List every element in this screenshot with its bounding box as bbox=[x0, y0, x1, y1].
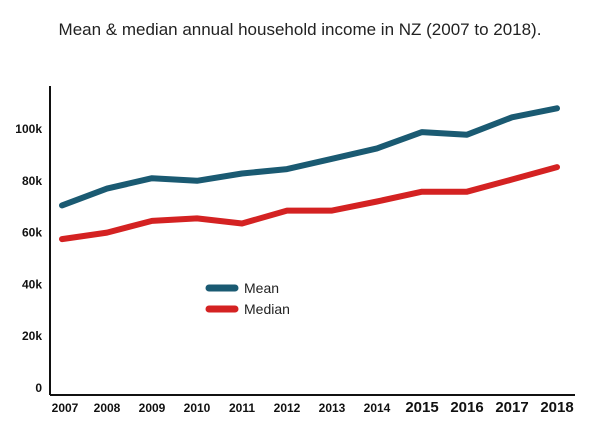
y-tick-label: 0 bbox=[35, 381, 42, 395]
x-tick-label: 2012 bbox=[274, 401, 301, 415]
y-tick-label: 20k bbox=[22, 329, 42, 343]
y-tick-label: 40k bbox=[22, 277, 42, 291]
chart-title: Mean & median annual household income in… bbox=[58, 20, 542, 39]
x-tick-label: 2013 bbox=[319, 401, 346, 415]
y-tick-labels: 0 20k 40k 60k 80k 100k bbox=[15, 122, 42, 395]
x-tick-label: 2010 bbox=[184, 401, 211, 415]
x-tick-label: 2018 bbox=[540, 399, 573, 416]
y-tick-label: 100k bbox=[15, 122, 42, 136]
series-lines bbox=[59, 105, 560, 243]
x-tick-label: 2008 bbox=[94, 401, 121, 415]
series-line-mean bbox=[59, 105, 560, 209]
x-tick-label: 2016 bbox=[450, 399, 483, 416]
x-tick-label: 2007 bbox=[52, 401, 79, 415]
y-tick-label: 60k bbox=[22, 226, 42, 240]
x-tick-labels: 2007 2008 2009 2010 2011 2012 2013 2014 2015 2016… bbox=[52, 399, 574, 416]
x-tick-label: 2009 bbox=[139, 401, 166, 415]
legend: Mean Median bbox=[205, 280, 290, 317]
x-tick-label: 2017 bbox=[495, 399, 528, 416]
series-line-median bbox=[59, 164, 560, 243]
x-tick-label: 2011 bbox=[229, 401, 255, 415]
x-tick-label: 2014 bbox=[364, 401, 391, 415]
legend-label: Median bbox=[244, 301, 290, 317]
x-tick-label: 2015 bbox=[405, 399, 438, 416]
y-tick-label: 80k bbox=[22, 174, 42, 188]
legend-label: Mean bbox=[244, 280, 279, 296]
